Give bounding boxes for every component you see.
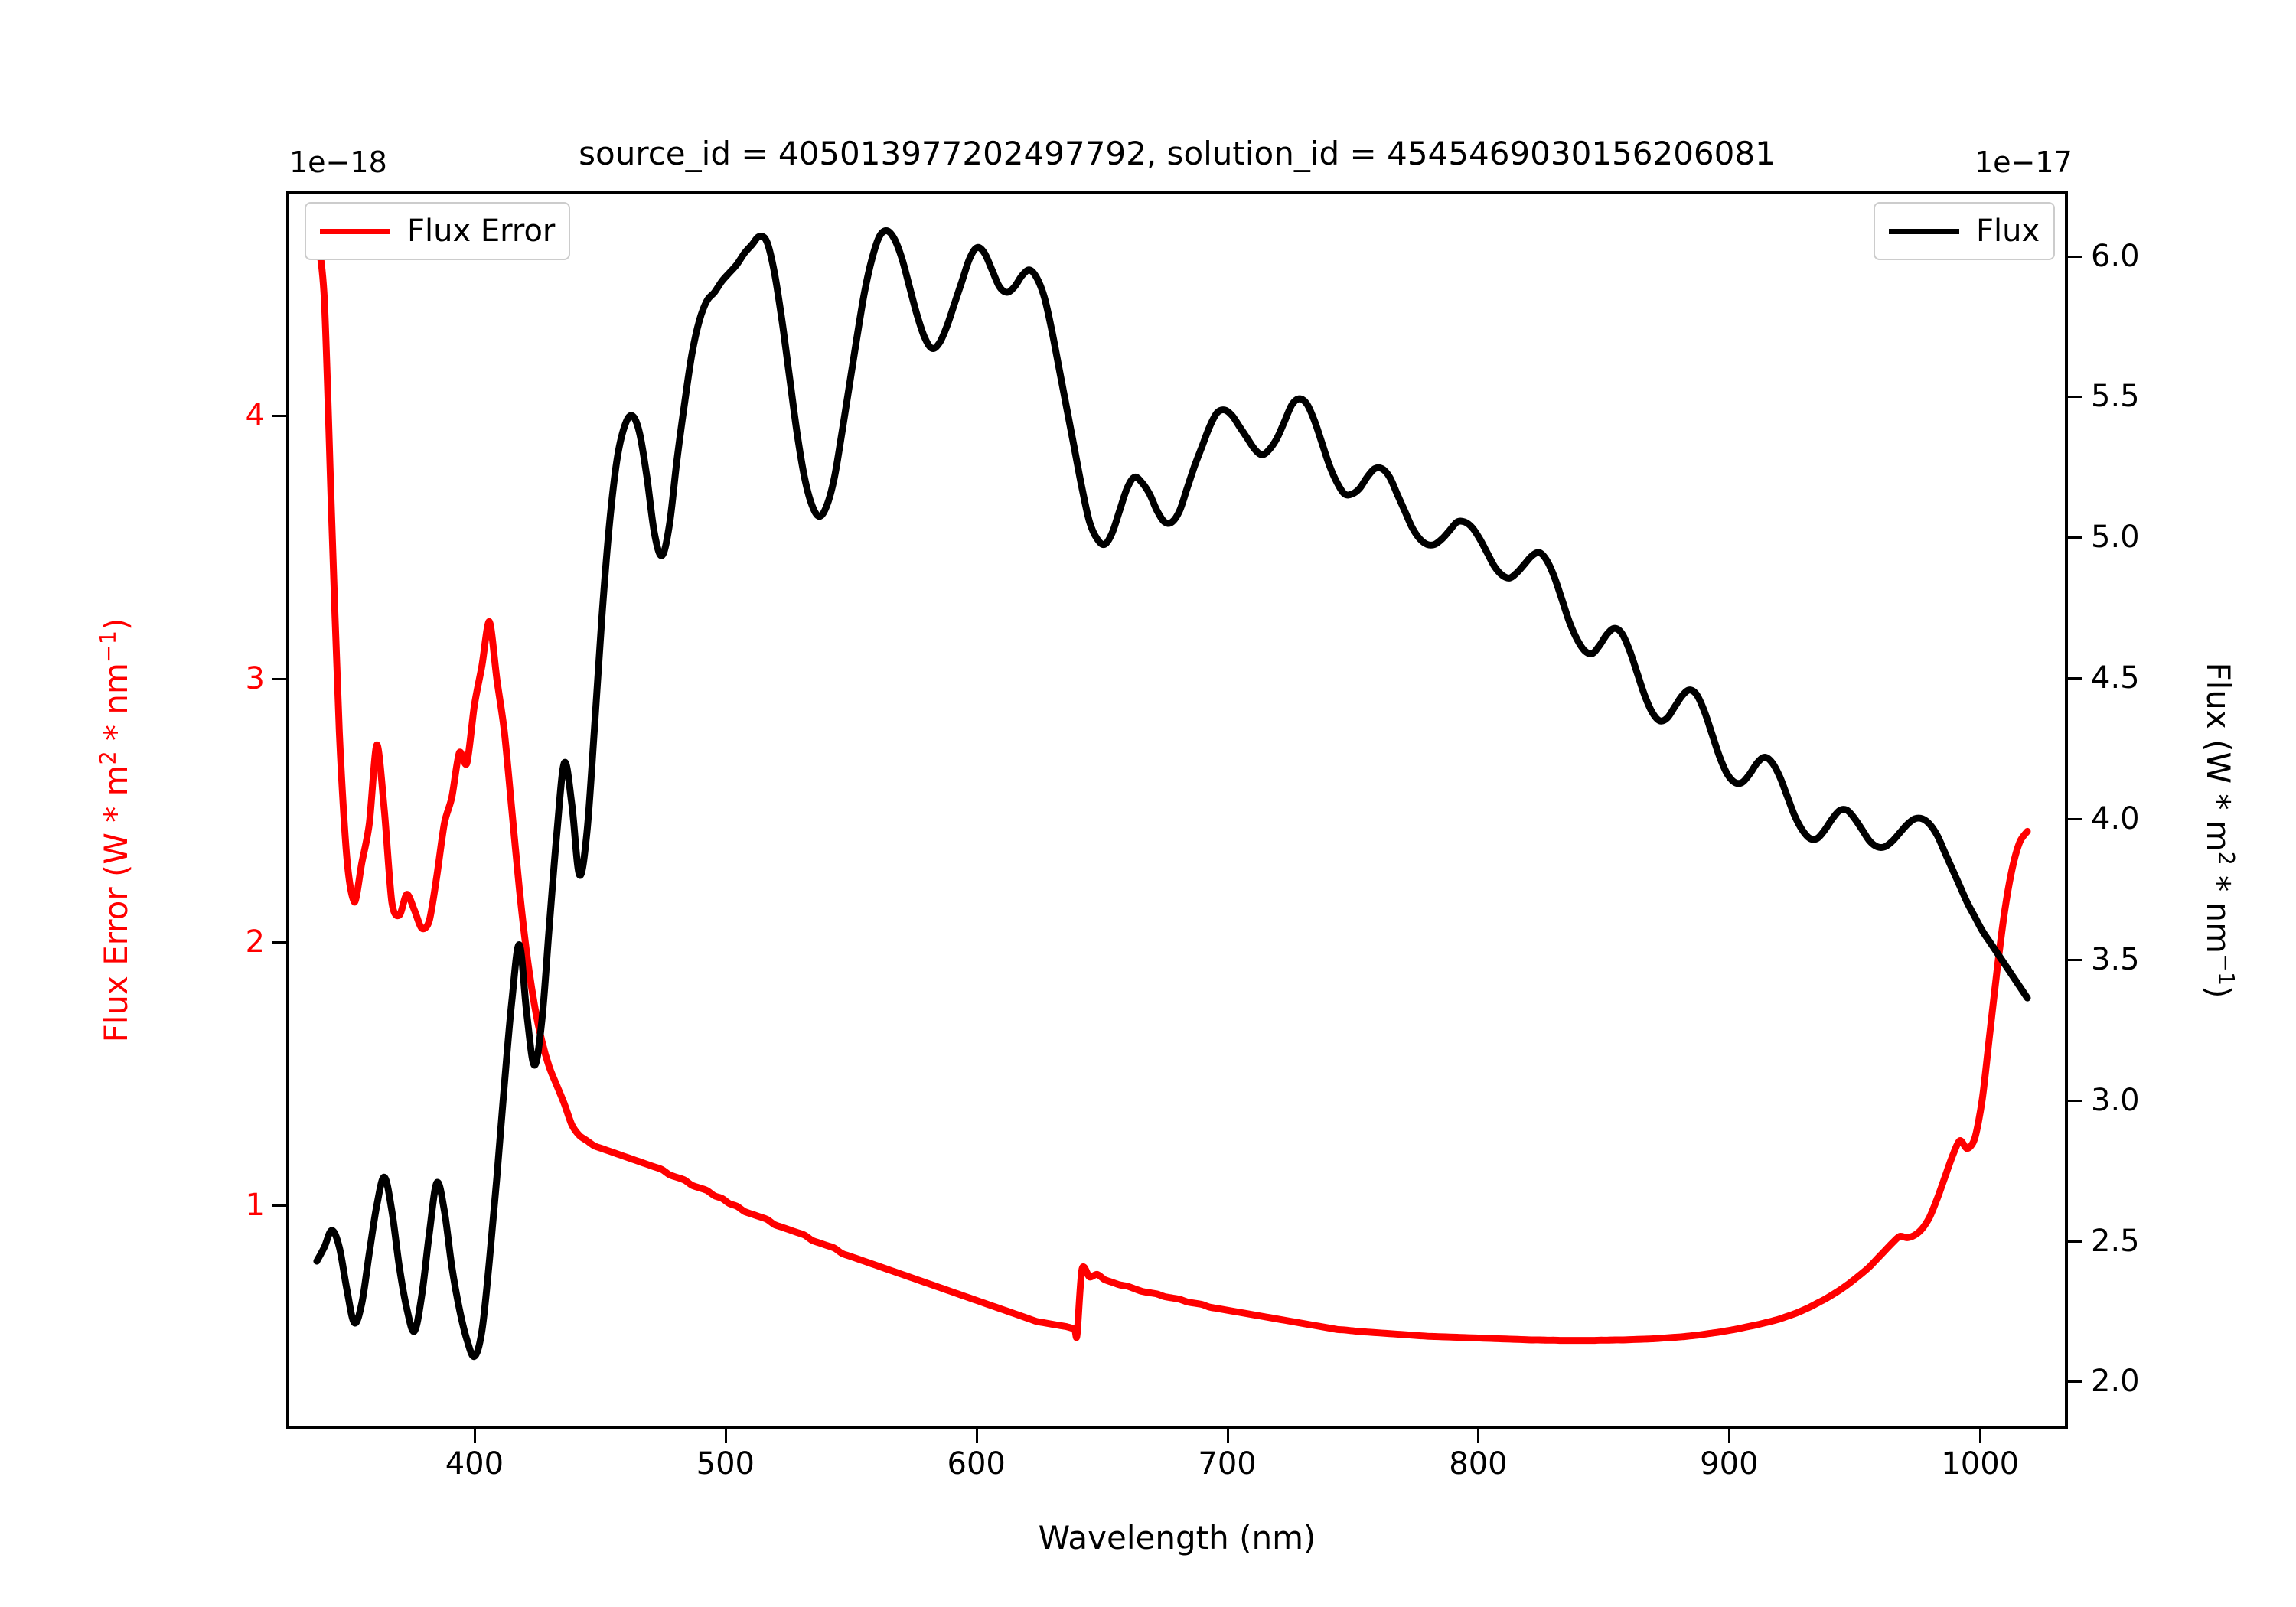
right-y-tick-label: 6.0 <box>2091 238 2140 274</box>
left-y-axis-label: Flux Error (W * m2 * nm−1) <box>95 409 135 1251</box>
plot-area <box>286 191 2068 1429</box>
left-y-axis-label-mid: * nm <box>97 663 135 751</box>
right-y-tick-mark <box>2068 396 2082 399</box>
right-y-axis-label: Flux (W * m2 * nm−1) <box>2200 409 2239 1251</box>
left-y-axis-label-prefix: Flux Error (W * m <box>97 764 135 1043</box>
left-y-tick-mark <box>272 941 286 944</box>
left-y-tick-label: 4 <box>245 397 265 433</box>
right-y-tick-mark <box>2068 1099 2082 1102</box>
left-y-axis-label-suffix: ) <box>97 618 135 631</box>
x-tick-mark <box>1226 1429 1229 1443</box>
left-y-tick-mark <box>272 677 286 680</box>
x-tick-mark <box>724 1429 727 1443</box>
right-axis-tick-labels: 2.0 2.5 3.0 3.5 4.0 4.5 5.0 5.5 6.0 <box>2091 0 2244 1607</box>
right-y-tick-mark <box>2068 1380 2082 1384</box>
right-y-tick-label: 5.5 <box>2091 379 2140 415</box>
right-y-axis-label-prefix: Flux (W * m <box>2200 662 2237 852</box>
right-y-tick-mark <box>2068 1240 2082 1243</box>
x-tick-mark <box>1728 1429 1731 1443</box>
x-tick-label: 1000 <box>1941 1446 2020 1482</box>
legend-flux[interactable]: Flux <box>1874 202 2056 260</box>
right-y-tick-label: 5.0 <box>2091 520 2140 556</box>
x-tick-label: 700 <box>1198 1446 1257 1482</box>
right-y-tick-label: 3.5 <box>2091 941 2140 977</box>
left-axis-tick-labels: 1 2 3 4 <box>0 0 265 1607</box>
right-y-tick-label: 4.0 <box>2091 801 2140 837</box>
legend-line-swatch-flux <box>1889 228 1959 234</box>
left-y-tick-label: 2 <box>245 924 265 960</box>
x-tick-label: 800 <box>1449 1446 1508 1482</box>
left-y-tick-mark <box>272 414 286 417</box>
x-tick-label: 900 <box>1700 1446 1759 1482</box>
right-y-tick-mark <box>2068 958 2082 961</box>
right-y-tick-label: 4.5 <box>2091 660 2140 696</box>
curves-svg <box>313 227 2031 1361</box>
right-y-axis-label-mid: * nm <box>2200 865 2237 954</box>
left-y-tick-label: 1 <box>245 1188 265 1224</box>
x-axis-label: Wavelength (nm) <box>1038 1519 1316 1556</box>
right-y-axis-label-suffix: ) <box>2200 986 2237 999</box>
x-tick-mark <box>473 1429 476 1443</box>
right-y-tick-mark <box>2068 818 2082 821</box>
left-y-tick-mark <box>272 1204 286 1208</box>
x-tick-label: 400 <box>445 1446 504 1482</box>
right-y-axis-label-sup-2: 2 <box>2213 851 2239 865</box>
x-tick-label: 600 <box>947 1446 1006 1482</box>
left-y-tick-label: 3 <box>245 660 265 696</box>
legend-flux-error[interactable]: Flux Error <box>305 202 571 260</box>
right-y-tick-mark <box>2068 255 2082 258</box>
series-line-flux <box>313 227 2031 1361</box>
series-line-flux-error <box>313 230 2031 1345</box>
x-tick-mark <box>1477 1429 1480 1443</box>
page-title: source_id = 405013977202497792, solution… <box>579 135 1776 172</box>
legend-label-flux-error: Flux Error <box>407 214 556 249</box>
right-y-axis-label-sup-neg1: −1 <box>2213 953 2239 986</box>
legend-line-swatch-flux-error <box>320 228 390 234</box>
left-y-axis-label-sup-neg1: −1 <box>95 631 121 663</box>
left-axis-offset-text: 1e−18 <box>289 145 387 179</box>
right-y-tick-label: 2.0 <box>2091 1364 2140 1400</box>
legend-label-flux: Flux <box>1976 214 2040 249</box>
left-y-axis-label-sup-2: 2 <box>95 751 121 765</box>
x-tick-mark <box>1979 1429 1982 1443</box>
right-axis-offset-text: 1e−17 <box>1975 145 2073 179</box>
x-tick-mark <box>975 1429 978 1443</box>
right-y-tick-mark <box>2068 677 2082 680</box>
right-y-tick-label: 3.0 <box>2091 1082 2140 1118</box>
right-y-tick-label: 2.5 <box>2091 1223 2140 1259</box>
right-y-tick-mark <box>2068 536 2082 539</box>
x-tick-label: 500 <box>696 1446 755 1482</box>
